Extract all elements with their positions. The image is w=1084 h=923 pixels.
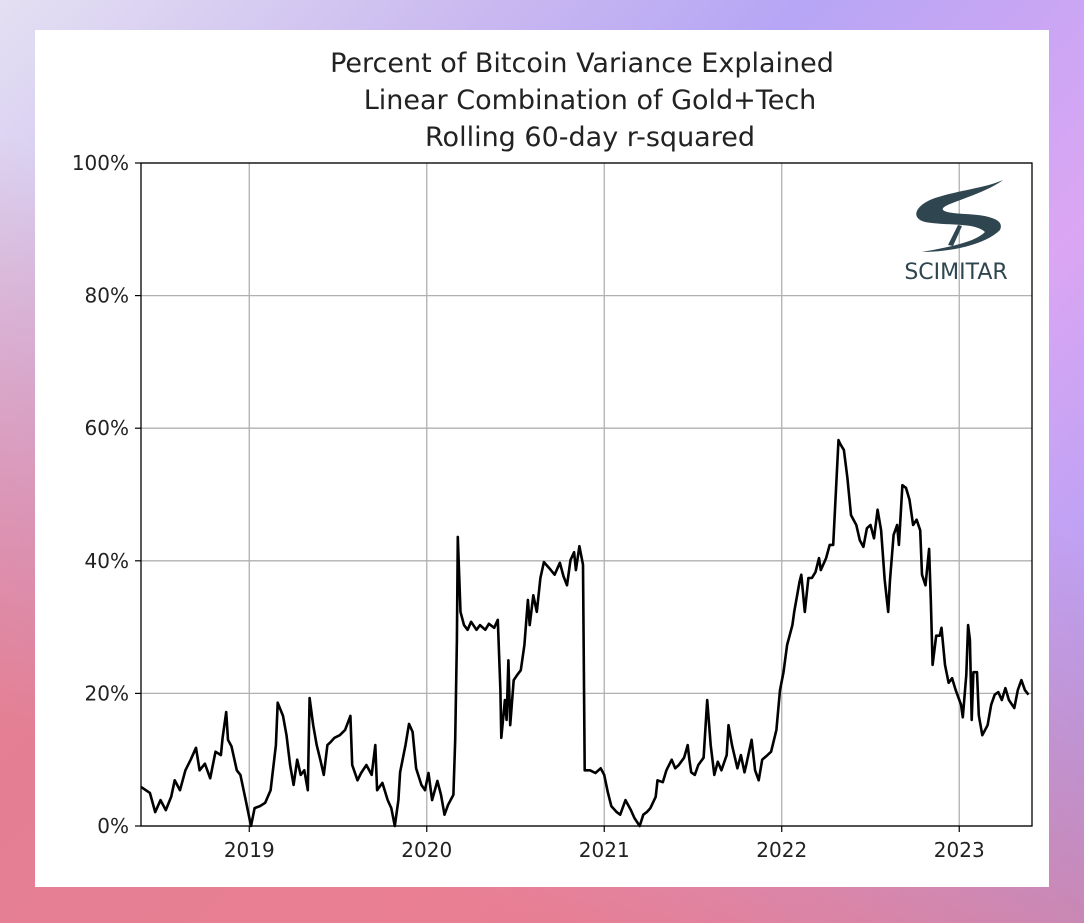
y-tick-label: 40% bbox=[85, 549, 129, 573]
chart-card: Percent of Bitcoin Variance Explained Li… bbox=[35, 30, 1049, 887]
x-tick-label: 2019 bbox=[224, 838, 275, 862]
x-tick-label: 2021 bbox=[579, 838, 630, 862]
x-tick-label: 2023 bbox=[934, 838, 985, 862]
y-tick-label: 0% bbox=[97, 814, 129, 838]
chart: Percent of Bitcoin Variance Explained Li… bbox=[72, 48, 1033, 862]
scimitar-logo: SCIMITAR bbox=[904, 180, 1008, 285]
scimitar-logo-text: SCIMITAR bbox=[904, 260, 1007, 285]
x-tick-label: 2022 bbox=[756, 838, 807, 862]
ticks: 0% 20% 40% 60% 80% 100% 2019 2020 2021 2022 2023 bbox=[72, 151, 985, 862]
grid bbox=[141, 162, 1032, 827]
series-line-r-squared bbox=[140, 438, 1030, 828]
y-tick-label: 100% bbox=[72, 151, 129, 175]
y-tick-label: 20% bbox=[85, 681, 129, 705]
scimitar-logo-blade bbox=[948, 225, 962, 246]
y-tick-label: 80% bbox=[85, 284, 129, 308]
title-line-1: Percent of Bitcoin Variance Explained bbox=[330, 48, 834, 79]
scimitar-logo-icon bbox=[916, 180, 1003, 252]
chart-title: Percent of Bitcoin Variance Explained Li… bbox=[330, 48, 834, 153]
title-line-3: Rolling 60-day r-squared bbox=[425, 122, 755, 153]
plot-frame bbox=[140, 162, 1033, 827]
title-line-2: Linear Combination of Gold+Tech bbox=[364, 85, 817, 116]
x-tick-label: 2020 bbox=[401, 838, 452, 862]
y-tick-label: 60% bbox=[85, 416, 129, 440]
